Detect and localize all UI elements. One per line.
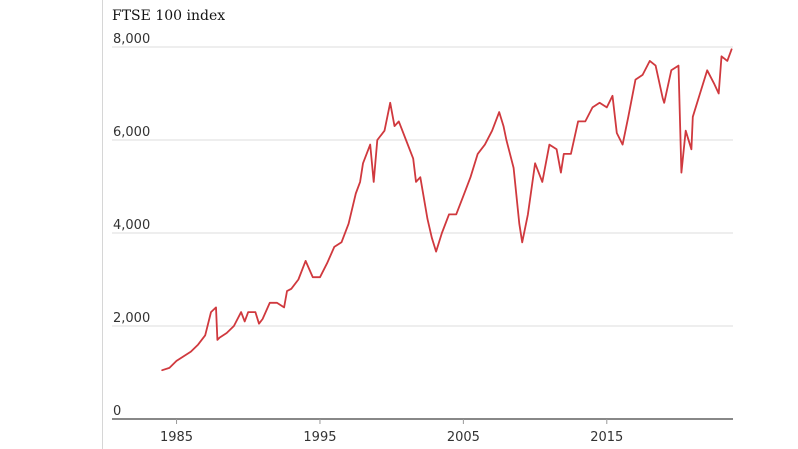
x-tick-label-2015: 2015: [590, 430, 623, 445]
series-line-0: [161, 48, 733, 372]
y-tick-label-0: 0: [113, 404, 121, 419]
x-axis: 1985 1995 2005 2015: [112, 418, 733, 445]
series-group: [161, 48, 733, 372]
gridlines: [112, 46, 733, 327]
y-tick-label-8000: 8,000: [113, 32, 150, 47]
y-tick-label-2000: 2,000: [113, 311, 150, 326]
y-tick-labels: 0 2,000 4,000 6,000 8,000: [113, 32, 150, 419]
x-tick-label-1985: 1985: [160, 430, 193, 445]
x-tick-label-2005: 2005: [447, 430, 480, 445]
y-tick-label-6000: 6,000: [113, 125, 150, 140]
x-tick-label-1995: 1995: [303, 430, 336, 445]
y-tick-label-4000: 4,000: [113, 218, 150, 233]
y-axis-label: FTSE 100 index: [112, 8, 225, 24]
left-rule: [102, 0, 103, 449]
